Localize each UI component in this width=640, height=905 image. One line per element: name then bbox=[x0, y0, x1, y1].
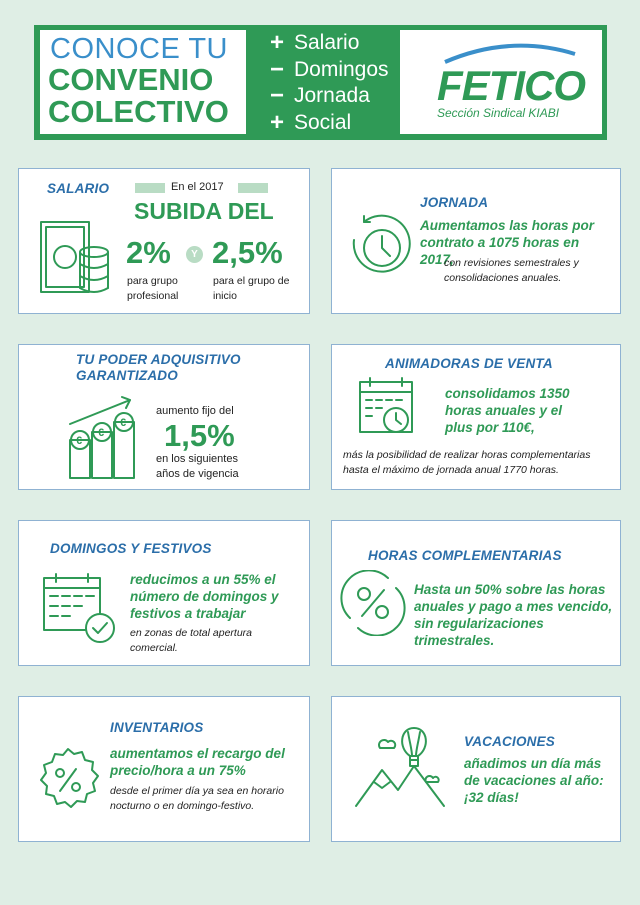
domingos-text: en zonas de total apertura comercial. bbox=[130, 627, 253, 654]
card-title: JORNADA bbox=[420, 195, 489, 210]
logo-fetico: FETICO bbox=[437, 62, 586, 109]
logo-swoosh-icon bbox=[444, 43, 576, 64]
summary-label: Social bbox=[294, 110, 352, 134]
and-badge: Y bbox=[186, 246, 203, 263]
header-title-box bbox=[40, 30, 246, 134]
summary-label: Jornada bbox=[294, 84, 370, 108]
mountains-balloon-icon bbox=[355, 727, 445, 807]
percent-circle-icon bbox=[340, 570, 406, 636]
minus-icon: − bbox=[269, 82, 284, 110]
svg-text:€: € bbox=[120, 417, 126, 429]
money-coins-icon bbox=[40, 221, 109, 293]
card-title: TU PODER ADQUISITIVO GARANTIZADO bbox=[76, 352, 241, 384]
pct-aumento: 1,5% bbox=[164, 418, 235, 453]
summary-item: − Domingos bbox=[266, 55, 389, 84]
summary-label: Domingos bbox=[294, 57, 389, 81]
header-summary-list: + Salario − Domingos − Jornada + Social bbox=[266, 29, 389, 137]
summary-item: + Salario bbox=[266, 29, 389, 57]
animadoras-text: más la posibilidad de realizar horas com… bbox=[343, 449, 591, 476]
card-title: DOMINGOS Y FESTIVOS bbox=[50, 541, 212, 556]
domingos-highlight: reducimos a un 55% el número de domingos… bbox=[130, 572, 279, 621]
svg-text:€: € bbox=[76, 435, 82, 447]
card-animadoras bbox=[331, 344, 621, 490]
euro-growth-icon: € € € bbox=[69, 396, 135, 479]
clock-refresh-icon bbox=[352, 214, 411, 273]
header-title-line1: CONOCE TU bbox=[50, 33, 228, 65]
headline: SUBIDA DEL bbox=[134, 198, 274, 224]
card-vacaciones bbox=[331, 696, 621, 842]
calendar-clock-icon bbox=[359, 377, 413, 433]
svg-text:€: € bbox=[98, 427, 104, 439]
calendar-check-icon bbox=[43, 573, 115, 643]
plus-icon: + bbox=[269, 108, 284, 136]
poder-post: en los siguientes años de vigencia bbox=[156, 453, 239, 481]
header-title-line2: CONVENIO bbox=[48, 62, 214, 97]
card-title: HORAS COMPLEMENTARIAS bbox=[368, 548, 562, 563]
card-title: SALARIO bbox=[47, 181, 110, 196]
decor-bar bbox=[238, 183, 268, 193]
card-inventarios bbox=[18, 696, 310, 842]
percent-badge-icon bbox=[40, 748, 99, 808]
pct-grupo-profesional: 2% bbox=[126, 235, 171, 270]
plus-icon: + bbox=[269, 29, 284, 57]
card-poder-adquisitivo bbox=[18, 344, 310, 490]
summary-label: Salario bbox=[294, 31, 360, 55]
year-label: En el 2017 bbox=[171, 181, 224, 193]
desc-grupo-inicio: para el grupo de inicio bbox=[213, 275, 290, 302]
card-title: VACACIONES bbox=[464, 734, 556, 749]
vacaciones-highlight: añadimos un día más de vacaciones al año… bbox=[464, 756, 604, 805]
summary-item: − Jornada bbox=[266, 82, 389, 110]
logo-subtitle: Sección Sindical KIABI bbox=[437, 106, 560, 120]
header-title-line3: COLECTIVO bbox=[48, 94, 229, 129]
jornada-highlight: Aumentamos las horas por contrato a 1075… bbox=[420, 218, 595, 267]
animadoras-highlight: consolidamos 1350 horas anuales y el plu… bbox=[445, 386, 570, 435]
card-jornada bbox=[331, 168, 621, 314]
poder-pre: aumento fijo del bbox=[156, 405, 234, 417]
inventarios-highlight: aumentamos el recargo del precio/hora a … bbox=[110, 746, 285, 778]
card-title: ANIMADORAS DE VENTA bbox=[385, 356, 553, 371]
card-horas-complementarias bbox=[331, 520, 621, 666]
inventarios-text: desde el primer día ya sea en horario no… bbox=[110, 785, 284, 812]
card-domingos bbox=[18, 520, 310, 666]
minus-icon: − bbox=[269, 55, 284, 83]
card-title: INVENTARIOS bbox=[110, 720, 204, 735]
desc-grupo-profesional: para grupo profesional bbox=[127, 275, 179, 302]
pct-grupo-inicio: 2,5% bbox=[212, 235, 283, 270]
decor-bar bbox=[135, 183, 165, 193]
summary-item: + Social bbox=[266, 108, 389, 137]
complementarias-highlight: Hasta un 50% sobre las horas anuales y p… bbox=[414, 582, 613, 648]
jornada-text: con revisiones semestrales y consolidaci… bbox=[444, 257, 579, 284]
